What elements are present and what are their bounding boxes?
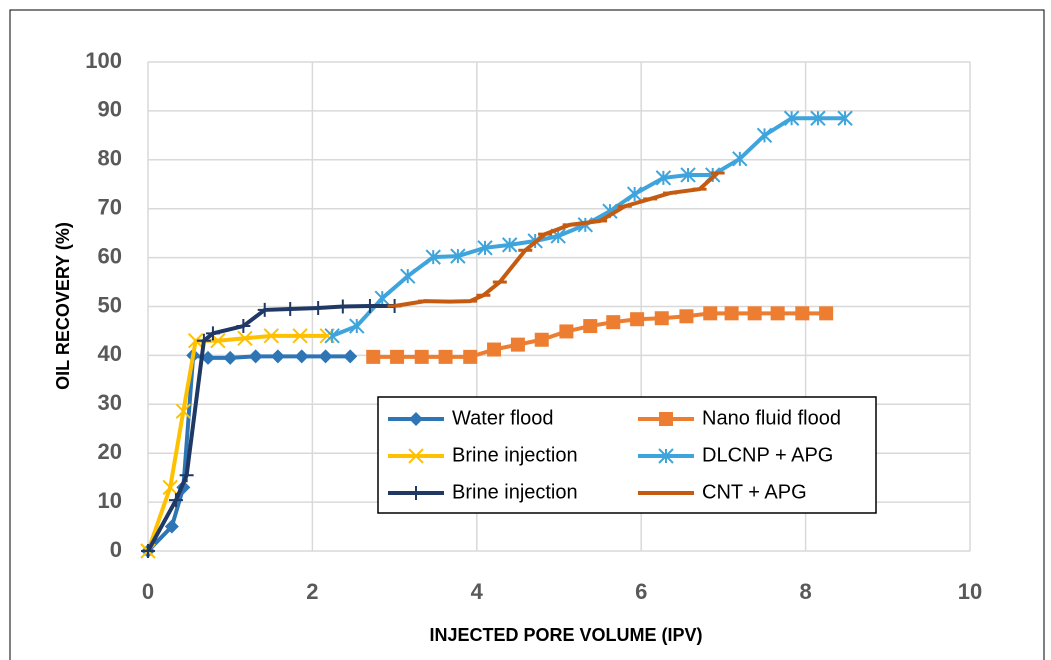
legend-label: DLCNP + APG bbox=[702, 444, 833, 466]
marker bbox=[390, 349, 405, 364]
marker bbox=[679, 309, 694, 324]
marker bbox=[658, 448, 674, 464]
marker bbox=[659, 412, 673, 426]
y-tick-label: 100 bbox=[85, 48, 122, 73]
marker bbox=[559, 324, 574, 339]
x-tick-label: 2 bbox=[306, 579, 318, 604]
x-tick-label: 4 bbox=[471, 579, 484, 604]
marker bbox=[583, 319, 598, 334]
marker bbox=[270, 349, 285, 364]
marker bbox=[349, 318, 365, 334]
y-tick-label: 70 bbox=[98, 195, 122, 220]
marker bbox=[324, 328, 340, 344]
marker bbox=[408, 448, 424, 464]
marker bbox=[837, 110, 853, 126]
y-tick-label: 80 bbox=[98, 146, 122, 171]
marker bbox=[237, 330, 253, 346]
marker bbox=[335, 299, 350, 314]
marker bbox=[438, 349, 453, 364]
marker bbox=[795, 306, 810, 321]
marker bbox=[655, 170, 672, 186]
marker bbox=[630, 312, 645, 327]
marker bbox=[409, 412, 423, 426]
x-tick-label: 6 bbox=[635, 579, 647, 604]
marker bbox=[164, 519, 179, 534]
marker bbox=[318, 349, 333, 364]
x-tick-label: 10 bbox=[958, 579, 982, 604]
marker bbox=[732, 151, 748, 167]
marker bbox=[409, 486, 423, 500]
y-axis-title: OIL RECOVERY (%) bbox=[53, 222, 73, 390]
legend-label: Nano fluid flood bbox=[702, 407, 841, 429]
marker bbox=[819, 306, 834, 321]
marker bbox=[362, 299, 377, 314]
marker bbox=[179, 468, 194, 483]
marker bbox=[141, 544, 155, 558]
marker bbox=[236, 319, 251, 334]
marker bbox=[343, 349, 358, 364]
marker bbox=[283, 301, 298, 316]
marker bbox=[223, 350, 238, 365]
marker bbox=[425, 249, 441, 265]
marker bbox=[626, 186, 643, 202]
marker bbox=[294, 349, 309, 364]
x-tick-label: 0 bbox=[142, 579, 154, 604]
marker bbox=[534, 332, 549, 347]
y-tick-label: 0 bbox=[110, 537, 122, 562]
marker bbox=[248, 349, 263, 364]
y-tick-label: 30 bbox=[98, 390, 122, 415]
legend-label: Brine injection bbox=[452, 481, 578, 503]
marker bbox=[205, 326, 220, 341]
x-tick-label: 8 bbox=[799, 579, 811, 604]
marker bbox=[783, 110, 800, 126]
marker bbox=[463, 349, 478, 364]
legend: Water flood Nano fluid flood Brine injecti… bbox=[377, 396, 877, 514]
y-tick-label: 40 bbox=[98, 341, 122, 366]
marker bbox=[414, 349, 429, 364]
marker bbox=[810, 110, 826, 126]
marker bbox=[680, 167, 696, 183]
marker bbox=[477, 240, 493, 256]
legend-label: Water flood bbox=[452, 407, 554, 429]
y-tick-label: 20 bbox=[98, 439, 122, 464]
marker bbox=[201, 350, 216, 365]
marker bbox=[487, 342, 502, 357]
marker bbox=[168, 493, 183, 508]
marker bbox=[196, 333, 211, 348]
marker bbox=[292, 328, 308, 344]
marker bbox=[400, 268, 416, 284]
y-tick-label: 90 bbox=[98, 97, 122, 122]
y-tick-label: 10 bbox=[98, 488, 122, 513]
y-tick-label: 60 bbox=[98, 243, 122, 268]
legend-label: CNT + APG bbox=[702, 481, 807, 503]
marker bbox=[756, 127, 773, 144]
marker bbox=[510, 337, 525, 352]
legend-box bbox=[377, 396, 877, 514]
marker bbox=[366, 349, 381, 364]
marker bbox=[724, 306, 739, 321]
marker bbox=[606, 315, 621, 330]
marker bbox=[162, 479, 178, 496]
marker bbox=[654, 311, 669, 326]
marker bbox=[747, 306, 762, 321]
y-tick-label: 50 bbox=[98, 292, 122, 317]
marker bbox=[257, 302, 272, 317]
marker bbox=[374, 290, 390, 306]
marker bbox=[175, 403, 192, 419]
marker bbox=[703, 306, 718, 321]
marker bbox=[311, 300, 326, 315]
legend-label: Brine injection bbox=[452, 444, 578, 466]
x-axis-title: INJECTED PORE VOLUME (IPV) bbox=[429, 625, 702, 645]
marker bbox=[187, 333, 204, 349]
marker bbox=[770, 306, 785, 321]
marker bbox=[450, 248, 466, 264]
marker bbox=[263, 328, 280, 344]
marker bbox=[501, 237, 518, 253]
